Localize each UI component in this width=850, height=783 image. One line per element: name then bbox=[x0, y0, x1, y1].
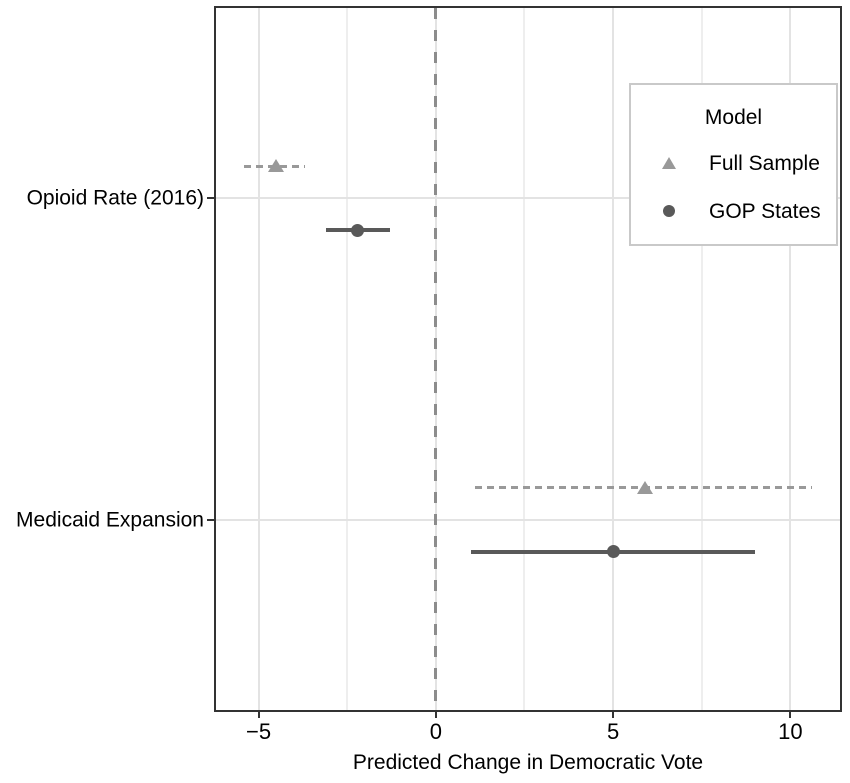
gridline-minor bbox=[700, 8, 703, 710]
gridline-major bbox=[612, 8, 615, 710]
y-axis-label-medicaid-expansion: Medicaid Expansion bbox=[16, 508, 204, 532]
x-axis-title: Predicted Change in Democratic Vote bbox=[352, 751, 704, 774]
y-axis-label-opioid-rate: Opioid Rate (2016) bbox=[26, 186, 204, 210]
legend-item-full-sample: Full Sample bbox=[631, 139, 836, 187]
x-axis-tick bbox=[789, 712, 792, 718]
triangle-marker bbox=[268, 159, 285, 173]
x-tick-label: −5 bbox=[245, 719, 272, 744]
legend: Model Full Sample GOP States bbox=[629, 83, 838, 246]
x-tick-label: 10 bbox=[778, 719, 803, 744]
circle-marker bbox=[351, 223, 365, 237]
gridline-minor bbox=[523, 8, 526, 710]
x-axis-tick bbox=[434, 712, 437, 718]
legend-marker-box bbox=[657, 157, 681, 169]
gridline-minor bbox=[346, 8, 349, 710]
legend-item-gop-states: GOP States bbox=[631, 187, 836, 235]
legend-title: Model bbox=[704, 106, 763, 129]
circle-marker bbox=[606, 545, 620, 559]
gridline-horizontal bbox=[216, 518, 840, 521]
y-axis-tick bbox=[207, 519, 214, 521]
zero-reference-line bbox=[434, 8, 438, 710]
y-axis-tick bbox=[207, 197, 214, 199]
x-tick-label: 0 bbox=[429, 719, 442, 744]
triangle-icon bbox=[662, 157, 676, 169]
triangle-marker bbox=[637, 480, 653, 494]
gridline-major bbox=[789, 8, 792, 710]
gridline-major bbox=[257, 8, 260, 710]
gridline-horizontal bbox=[216, 197, 840, 200]
legend-label-gop-states: GOP States bbox=[709, 199, 821, 223]
x-axis-tick bbox=[257, 712, 260, 718]
legend-label-full-sample: Full Sample bbox=[709, 151, 820, 175]
x-axis-tick bbox=[612, 712, 615, 718]
legend-marker-box bbox=[657, 205, 681, 217]
x-tick-label: 5 bbox=[606, 719, 620, 744]
circle-icon bbox=[663, 205, 675, 217]
